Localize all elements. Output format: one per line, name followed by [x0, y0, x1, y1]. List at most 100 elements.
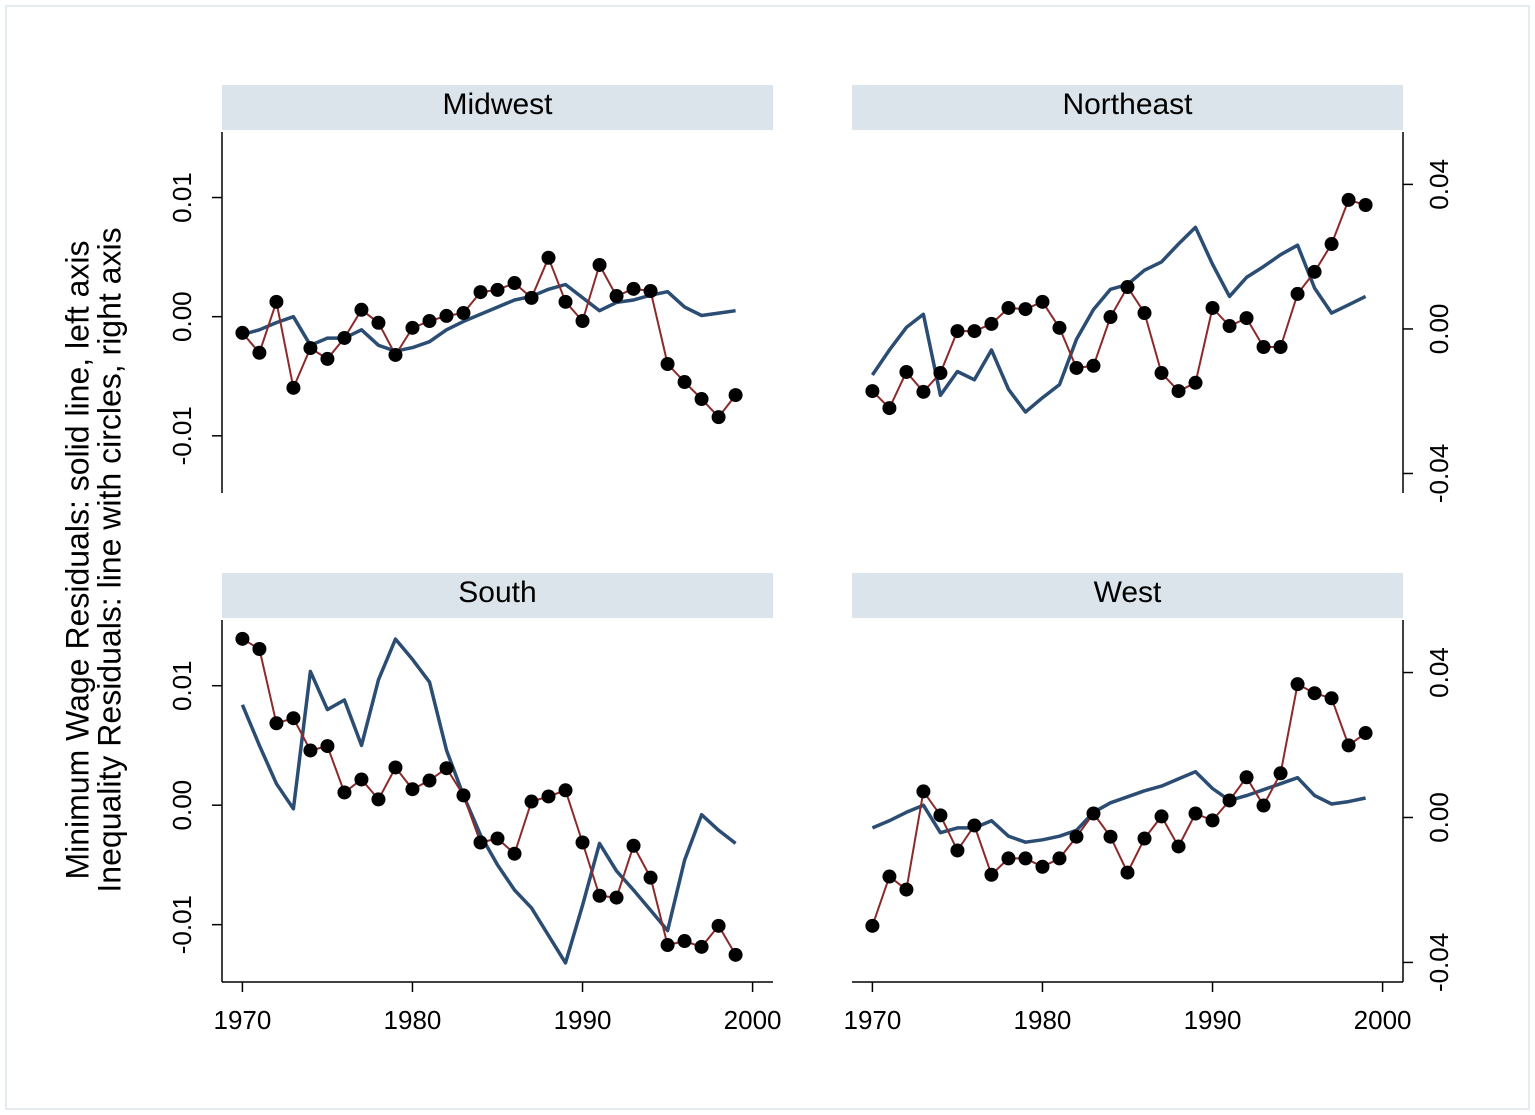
data-point	[1120, 865, 1135, 880]
data-point	[643, 870, 658, 885]
data-point	[677, 934, 692, 949]
x-tick-label: 1980	[384, 1005, 442, 1035]
data-point	[371, 315, 386, 330]
data-point	[1052, 320, 1067, 335]
data-point	[252, 641, 267, 656]
data-point	[1154, 809, 1169, 824]
panel-title: South	[458, 576, 536, 609]
data-point	[1069, 360, 1084, 375]
data-point	[967, 324, 982, 339]
data-point	[1273, 766, 1288, 781]
data-point	[558, 783, 573, 798]
data-point	[235, 325, 250, 340]
data-point	[882, 869, 897, 884]
data-point	[1358, 197, 1373, 212]
data-point	[933, 808, 948, 823]
data-point	[320, 351, 335, 366]
data-point	[1324, 691, 1339, 706]
data-point	[1341, 192, 1356, 207]
data-point	[439, 308, 454, 323]
data-point	[1171, 384, 1186, 399]
data-point	[694, 939, 709, 954]
data-point	[660, 938, 675, 953]
panel-title: West	[1094, 576, 1162, 609]
data-point	[490, 282, 505, 297]
data-point	[1307, 686, 1322, 701]
data-point	[1086, 358, 1101, 373]
data-point	[1001, 851, 1016, 866]
series-line	[870, 225, 1367, 414]
data-point	[1188, 375, 1203, 390]
data-point	[473, 835, 488, 850]
data-point	[592, 257, 607, 272]
panel-strip	[852, 85, 1403, 130]
data-point	[728, 947, 743, 962]
data-point	[388, 347, 403, 362]
data-point	[1358, 726, 1373, 741]
x-tick-label: 2000	[1354, 1005, 1412, 1035]
data-point	[303, 341, 318, 356]
data-point	[1239, 311, 1254, 326]
data-point	[235, 631, 250, 646]
frame	[5, 5, 1530, 1110]
data-point	[1205, 813, 1220, 828]
x-tick-label: 1980	[1014, 1005, 1072, 1035]
data-point	[303, 743, 318, 758]
data-point	[541, 250, 556, 265]
y-axis-title: Minimum Wage Residuals: solid line, left…	[59, 240, 95, 879]
data-point	[1324, 237, 1339, 252]
x-tick-label: 1990	[554, 1005, 612, 1035]
data-point	[865, 918, 880, 933]
data-point	[252, 345, 267, 360]
data-point	[405, 782, 420, 797]
data-point	[371, 792, 386, 807]
data-point	[899, 364, 914, 379]
data-point	[1290, 677, 1305, 692]
data-point	[916, 384, 931, 399]
y-tick-label: 0.00	[167, 291, 197, 342]
data-point	[286, 380, 301, 395]
x-tick-label: 2000	[724, 1005, 782, 1035]
data-point	[984, 867, 999, 882]
data-point	[694, 392, 709, 407]
series-line	[871, 198, 1366, 410]
data-point	[269, 716, 284, 731]
y2-tick-label: 0.04	[1424, 647, 1454, 698]
data-point	[507, 846, 522, 861]
data-point	[456, 306, 471, 321]
data-point	[592, 888, 607, 903]
data-point	[1137, 831, 1152, 846]
data-point	[286, 711, 301, 726]
panel-title: Northeast	[1062, 88, 1193, 121]
data-point	[1154, 366, 1169, 381]
x-tick-label: 1970	[843, 1005, 901, 1035]
data-point	[1341, 738, 1356, 753]
y2-tick-label: -0.04	[1424, 933, 1454, 992]
y2-tick-label: -0.04	[1424, 444, 1454, 503]
data-point	[354, 302, 369, 317]
data-point	[1035, 859, 1050, 874]
data-point	[1239, 770, 1254, 785]
y-tick-label: -0.01	[167, 406, 197, 465]
data-point	[626, 281, 641, 296]
series-line	[871, 769, 1366, 844]
data-point	[1273, 340, 1288, 355]
data-point	[524, 794, 539, 809]
data-point	[1171, 839, 1186, 854]
data-point	[1103, 310, 1118, 325]
data-point	[609, 890, 624, 905]
panel-strip	[222, 85, 773, 130]
series-line	[240, 637, 737, 965]
data-point	[882, 401, 897, 416]
data-point	[1035, 294, 1050, 309]
data-point	[439, 761, 454, 776]
data-point	[524, 290, 539, 305]
data-point	[711, 410, 726, 425]
data-point	[422, 313, 437, 328]
data-point	[950, 843, 965, 858]
data-point	[1086, 806, 1101, 821]
data-point	[388, 760, 403, 775]
data-point	[916, 784, 931, 799]
data-point	[933, 366, 948, 381]
